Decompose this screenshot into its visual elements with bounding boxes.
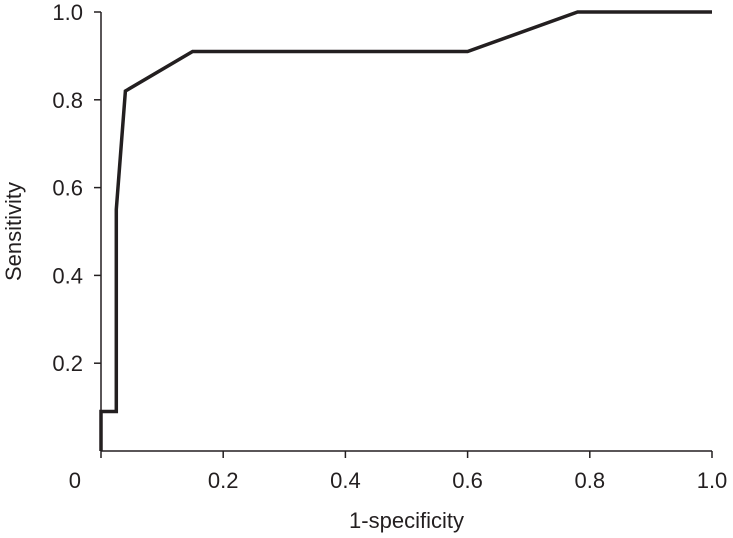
- x-tick-label: 0.2: [208, 468, 239, 493]
- y-tick-label: 1.0: [52, 0, 83, 25]
- x-tick-label: 0.4: [330, 468, 361, 493]
- y-tick-label: 0.6: [52, 176, 83, 201]
- roc-curve: [99, 10, 712, 451]
- y-tick-label: 0.8: [52, 88, 83, 113]
- y-axis-ticks: 0.2 0.4 0.6 0.8 1.0: [52, 0, 101, 376]
- x-tick-label: 0.8: [575, 468, 606, 493]
- x-tick-label: 0: [69, 468, 81, 493]
- y-axis-title: Sensitivity: [1, 182, 26, 281]
- x-tick-label: 1.0: [697, 468, 728, 493]
- y-tick-label: 0.2: [52, 351, 83, 376]
- x-axis-title: 1-specificity: [349, 508, 464, 533]
- axes: [100, 12, 712, 452]
- y-tick-label: 0.4: [52, 263, 83, 288]
- series-layer: [99, 10, 712, 451]
- x-tick-label: 0.6: [452, 468, 483, 493]
- x-axis-ticks: 0 0.2 0.4 0.6 0.8 1.0: [69, 451, 728, 493]
